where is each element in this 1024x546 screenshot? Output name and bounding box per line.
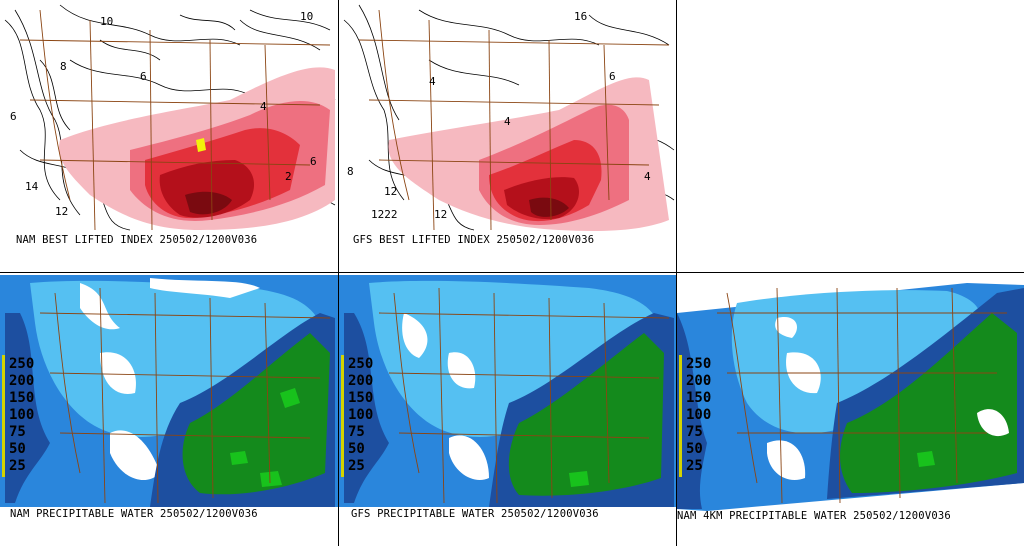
gfs-li-map-graphic: 16 4 4 6 8 12 1222 12 4: [339, 0, 677, 236]
svg-text:4: 4: [260, 100, 267, 113]
nam4km-precipitable-water-map: 250 200 150 100 75 50 25 NAM 4KM PRECIPI…: [677, 273, 1024, 546]
pw-legend-nam: 250 200 150 100 75 50 25: [2, 355, 42, 477]
legend-label: 150: [686, 390, 712, 406]
panel-caption-nam-li: NAM BEST LIFTED INDEX 250502/1200V036: [16, 234, 258, 246]
svg-text:8: 8: [60, 60, 67, 73]
legend-label: 150: [348, 390, 374, 406]
svg-text:4: 4: [429, 75, 436, 88]
panel-caption-nam-pw: NAM PRECIPITABLE WATER 250502/1200V036: [10, 508, 258, 520]
svg-text:4: 4: [644, 170, 651, 183]
svg-text:8: 8: [347, 165, 354, 178]
legend-label: 250: [686, 356, 712, 372]
legend-label: 200: [348, 373, 374, 389]
legend-label: 25: [9, 458, 26, 474]
panel-divider: [676, 0, 677, 546]
svg-text:14: 14: [25, 180, 39, 193]
pw-legend-nam4km: 250 200 150 100 75 50 25: [679, 355, 719, 477]
legend-label: 100: [686, 407, 712, 423]
legend-label: 250: [9, 356, 35, 372]
svg-text:16: 16: [574, 10, 587, 23]
svg-text:6: 6: [10, 110, 17, 123]
nam-lifted-index-map: 10 8 6 4 2 14 12 6 6 10 NAM BEST LIFTED …: [0, 0, 339, 272]
legend-label: 25: [348, 458, 365, 474]
panel-caption-nam4km-pw: NAM 4KM PRECIPITABLE WATER 250502/1200V0…: [677, 510, 951, 522]
svg-text:10: 10: [300, 10, 313, 23]
legend-label: 100: [9, 407, 35, 423]
legend-label: 150: [9, 390, 35, 406]
svg-text:12: 12: [384, 185, 397, 198]
gfs-lifted-index-map: 16 4 4 6 8 12 1222 12 4 GFS BEST LIFTED …: [339, 0, 677, 272]
panel-divider: [338, 0, 339, 546]
nam-pw-map-graphic: [0, 275, 339, 507]
legend-label: 200: [9, 373, 35, 389]
panel-divider: [676, 0, 677, 272]
gfs-precipitable-water-map: 250 200 150 100 75 50 25 GFS PRECIPITABL…: [339, 273, 677, 546]
gfs-pw-map-graphic: [339, 275, 677, 507]
svg-text:1222: 1222: [371, 208, 398, 221]
panel-caption-gfs-pw: GFS PRECIPITABLE WATER 250502/1200V036: [351, 508, 599, 520]
legend-label: 75: [9, 424, 26, 440]
panel-divider: [0, 272, 1024, 273]
legend-label: 75: [686, 424, 703, 440]
legend-label: 200: [686, 373, 712, 389]
svg-text:6: 6: [140, 70, 147, 83]
svg-text:2: 2: [285, 170, 292, 183]
svg-text:12: 12: [434, 208, 447, 221]
legend-label: 100: [348, 407, 374, 423]
nam4km-pw-map-graphic: [677, 283, 1024, 511]
legend-label: 50: [686, 441, 703, 457]
nam-precipitable-water-map: 250 200 150 100 75 50 25 NAM PRECIPITABL…: [0, 273, 339, 546]
svg-text:6: 6: [310, 155, 317, 168]
li-label: 10: [100, 15, 113, 28]
pw-legend-gfs: 250 200 150 100 75 50 25: [341, 355, 381, 477]
svg-text:6: 6: [609, 70, 616, 83]
legend-label: 25: [686, 458, 703, 474]
legend-label: 75: [348, 424, 365, 440]
nam-li-map-graphic: 10 8 6 4 2 14 12 6 6 10: [0, 0, 339, 236]
legend-label: 50: [9, 441, 26, 457]
legend-label: 250: [348, 356, 374, 372]
svg-text:4: 4: [504, 115, 511, 128]
svg-text:12: 12: [55, 205, 68, 218]
legend-label: 50: [348, 441, 365, 457]
panel-caption-gfs-li: GFS BEST LIFTED INDEX 250502/1200V036: [353, 234, 595, 246]
